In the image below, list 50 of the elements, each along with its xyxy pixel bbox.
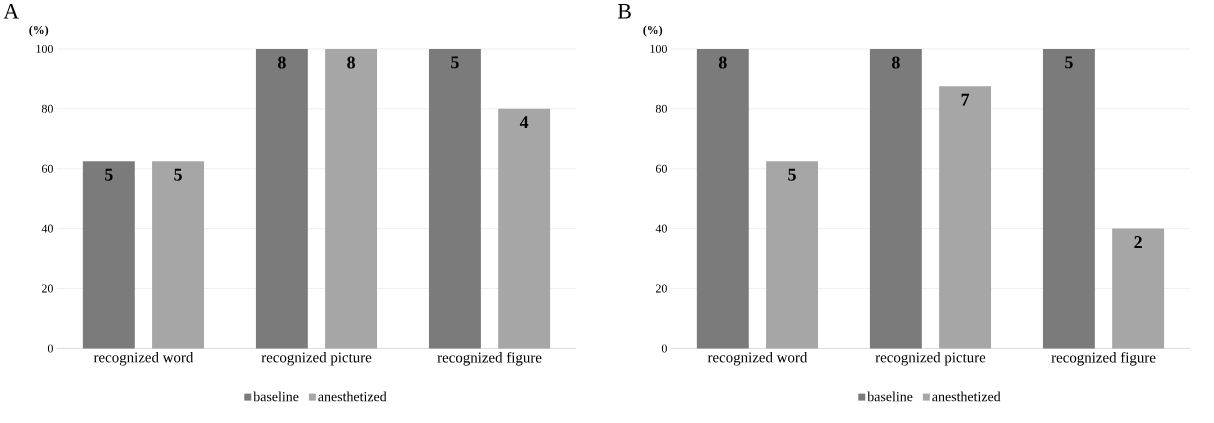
bar bbox=[255, 48, 308, 349]
y-tick-label: 20 bbox=[655, 284, 667, 293]
y-tick-label: 40 bbox=[41, 224, 53, 233]
legend-label: baseline bbox=[867, 391, 913, 402]
x-tick-label: recognized figure bbox=[1051, 351, 1156, 366]
x-tick-label: recognized picture bbox=[875, 351, 986, 366]
bar bbox=[696, 48, 749, 349]
y-axis-title: (%) bbox=[29, 25, 49, 37]
bar bbox=[939, 86, 992, 349]
y-tick-label: 40 bbox=[655, 224, 667, 233]
x-tick-label: recognized word bbox=[707, 351, 808, 366]
annotation: 5 bbox=[788, 168, 796, 181]
legend-label: baseline bbox=[253, 391, 299, 402]
bar bbox=[152, 161, 205, 349]
bar bbox=[1112, 228, 1165, 349]
legend-label: anesthetized bbox=[932, 391, 1001, 402]
bar bbox=[766, 161, 818, 349]
y-tick-label: 100 bbox=[36, 44, 53, 53]
y-tick-label: 60 bbox=[41, 164, 53, 173]
annotation: 5 bbox=[174, 168, 182, 181]
x-tick-label: recognized figure bbox=[437, 351, 542, 366]
annotation: 5 bbox=[105, 168, 113, 181]
legend-label: anesthetized bbox=[318, 391, 387, 402]
y-tick-label: 100 bbox=[650, 44, 667, 53]
y-tick-label: 60 bbox=[655, 164, 667, 173]
annotation: 7 bbox=[961, 93, 970, 106]
bar bbox=[498, 108, 551, 349]
annotation: 2 bbox=[1134, 235, 1142, 248]
x-tick-label: recognized picture bbox=[261, 351, 372, 366]
annotation: 5 bbox=[1065, 56, 1073, 69]
annotation: 5 bbox=[451, 56, 459, 69]
y-tick-label: 0 bbox=[661, 344, 667, 353]
bar bbox=[428, 48, 481, 349]
y-axis-title: (%) bbox=[643, 25, 663, 37]
chart-title: A bbox=[3, 3, 19, 19]
bar bbox=[1042, 48, 1095, 349]
y-tick-label: 0 bbox=[47, 344, 53, 353]
bar bbox=[82, 161, 135, 349]
y-tick-label: 80 bbox=[655, 104, 667, 113]
annotation: 8 bbox=[277, 56, 286, 69]
y-tick-label: 80 bbox=[41, 104, 53, 113]
chart-title: B bbox=[617, 3, 631, 19]
annotation: 8 bbox=[718, 56, 727, 69]
y-tick-label: 20 bbox=[41, 284, 53, 293]
bar bbox=[869, 48, 922, 349]
annotation: 8 bbox=[347, 56, 355, 69]
annotation: 8 bbox=[891, 56, 900, 69]
annotation: 4 bbox=[519, 116, 529, 128]
x-tick-label: recognized word bbox=[93, 351, 194, 366]
bar bbox=[325, 48, 378, 349]
